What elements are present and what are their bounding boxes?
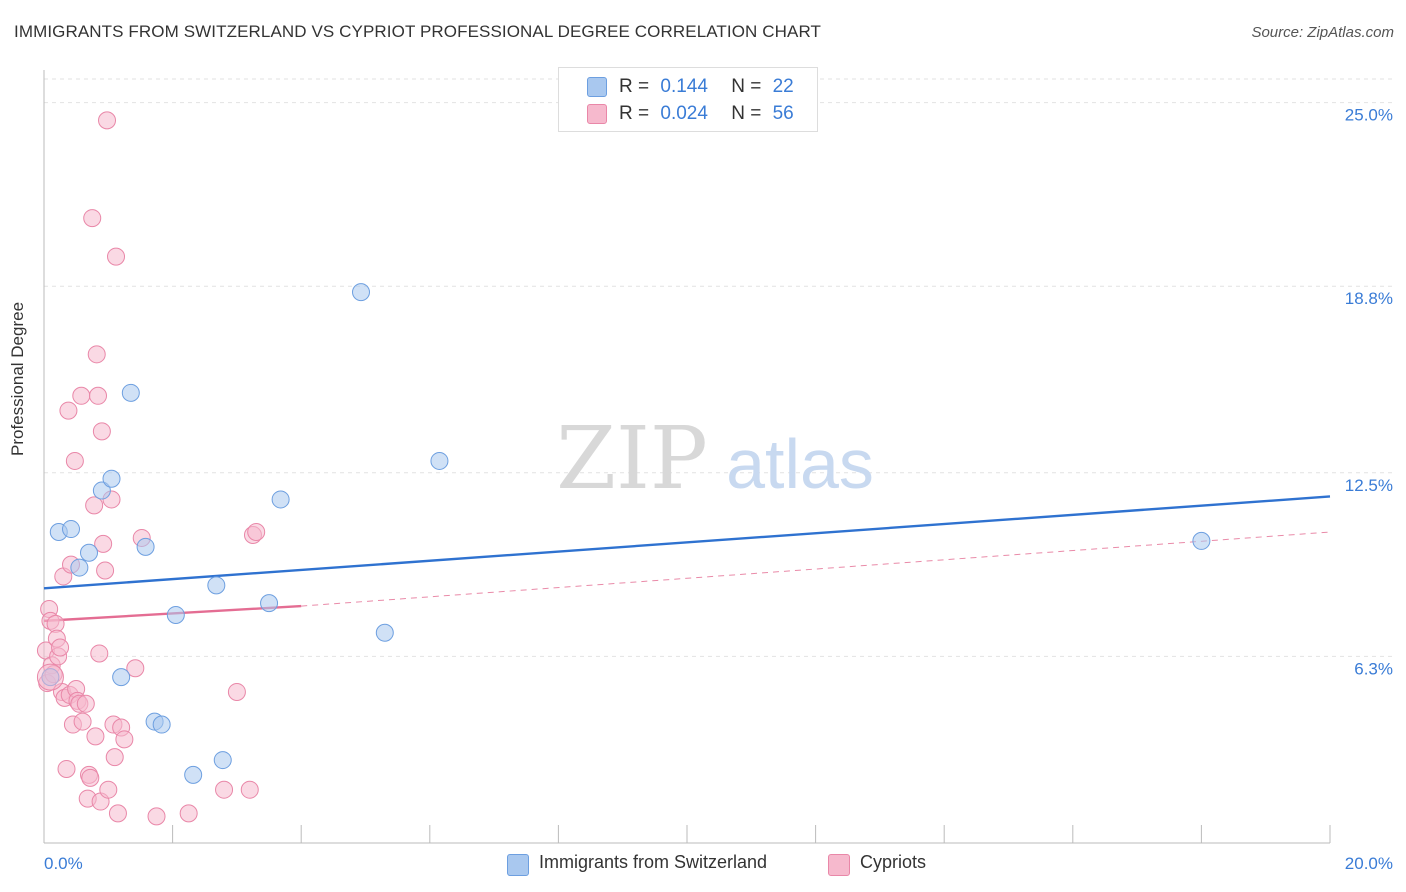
bottom-legend-swatch-cypriots <box>828 854 850 876</box>
legend-r-label: R = <box>619 76 650 97</box>
point-switzerland <box>112 668 131 687</box>
point-cypriots <box>240 780 259 799</box>
point-cypriots <box>96 561 115 580</box>
trend-lines <box>43 495 1331 623</box>
point-cypriots <box>115 730 134 749</box>
point-switzerland <box>121 383 140 402</box>
point-switzerland <box>136 537 155 556</box>
point-cypriots <box>73 712 92 731</box>
y-tick-label: 25.0% <box>1345 106 1393 125</box>
trend-line-switzerland <box>43 495 1331 590</box>
point-cypriots <box>126 659 145 678</box>
point-cypriots <box>65 451 84 470</box>
bottom-legend-swatch-switzerland <box>507 854 529 876</box>
bottom-legend-cypriots: Cypriots <box>860 852 927 872</box>
legend-row-cypriots: R = 0.024 N = 56 <box>619 103 794 125</box>
point-switzerland <box>375 623 394 642</box>
grid-lines <box>44 78 1394 657</box>
point-cypriots <box>85 496 104 515</box>
legend-swatch-cypriots <box>587 104 607 124</box>
point-switzerland <box>152 715 171 734</box>
point-switzerland <box>351 283 370 302</box>
point-cypriots <box>76 694 95 713</box>
legend-r-value: 0.144 <box>660 76 708 97</box>
point-cypriots-large <box>36 663 64 691</box>
legend-r-label: R = <box>619 103 650 124</box>
point-cypriots <box>86 727 105 746</box>
point-switzerland <box>80 543 99 562</box>
tick-labels: 6.3% 12.5% 18.8% 25.0% 0.0% 20.0% <box>44 106 1393 873</box>
chart-title: IMMIGRANTS FROM SWITZERLAND VS CYPRIOT P… <box>14 22 822 41</box>
point-switzerland <box>213 751 232 770</box>
point-switzerland <box>166 605 185 624</box>
legend-n-value: 22 <box>772 76 794 97</box>
point-cypriots <box>247 523 266 542</box>
point-cypriots <box>59 401 78 420</box>
watermark-zip: ZIP <box>556 409 708 509</box>
legend-r-value: 0.024 <box>660 103 708 124</box>
x-tick-label-max: 20.0% <box>1345 854 1393 873</box>
point-cypriots <box>98 111 117 130</box>
point-cypriots <box>108 804 127 823</box>
point-cypriots <box>89 386 108 405</box>
point-cypriots <box>227 682 246 701</box>
y-axis-label: Professional Degree <box>8 301 27 456</box>
point-cypriots <box>179 804 198 823</box>
point-cypriots <box>83 209 102 228</box>
y-tick-label: 18.8% <box>1345 289 1393 308</box>
x-tick-label-min: 0.0% <box>44 854 83 873</box>
point-cypriots <box>107 247 126 266</box>
trend-line-cypriots-extrapolated <box>301 531 1331 607</box>
legend-n-label: N = <box>731 103 762 124</box>
point-cypriots <box>51 638 70 657</box>
watermark: ZIP atlas <box>556 409 874 509</box>
legend-swatch-switzerland <box>587 77 607 97</box>
point-switzerland <box>184 765 203 784</box>
point-switzerland <box>92 481 111 500</box>
point-cypriots <box>99 780 118 799</box>
legend-n-label: N = <box>731 76 762 97</box>
y-tick-label: 6.3% <box>1354 659 1393 678</box>
point-cypriots <box>147 807 166 826</box>
point-cypriots <box>57 759 76 778</box>
point-cypriots <box>94 534 113 553</box>
point-switzerland <box>70 558 89 577</box>
point-switzerland <box>260 594 279 613</box>
point-cypriots <box>105 748 124 767</box>
legend-n-value: 56 <box>772 103 794 124</box>
point-switzerland <box>62 520 81 539</box>
point-cypriots <box>72 386 91 405</box>
point-cypriots <box>87 345 106 364</box>
axes <box>43 70 1331 844</box>
point-switzerland <box>207 576 226 595</box>
bottom-legend-switzerland: Immigrants from Switzerland <box>539 852 768 872</box>
y-tick-label: 12.5% <box>1345 476 1393 495</box>
point-cypriots <box>92 422 111 441</box>
point-switzerland <box>430 451 449 470</box>
point-switzerland <box>1192 531 1211 550</box>
point-cypriots <box>90 644 109 663</box>
point-cypriots <box>215 780 234 799</box>
point-switzerland <box>102 469 121 488</box>
point-switzerland <box>271 490 290 509</box>
data-points <box>36 111 1211 826</box>
correlation-legend: R = 0.144 N = 22 R = 0.024 N = 56 <box>558 67 818 132</box>
source-label: Source: ZipAtlas.com <box>1251 24 1394 41</box>
legend-row-switzerland: R = 0.144 N = 22 <box>619 76 794 98</box>
point-cypriots <box>81 768 100 787</box>
watermark-atlas: atlas <box>726 425 874 503</box>
